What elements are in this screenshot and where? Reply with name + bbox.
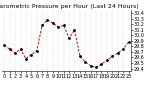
- Title: Barometric Pressure per Hour (Last 24 Hours): Barometric Pressure per Hour (Last 24 Ho…: [0, 4, 138, 9]
